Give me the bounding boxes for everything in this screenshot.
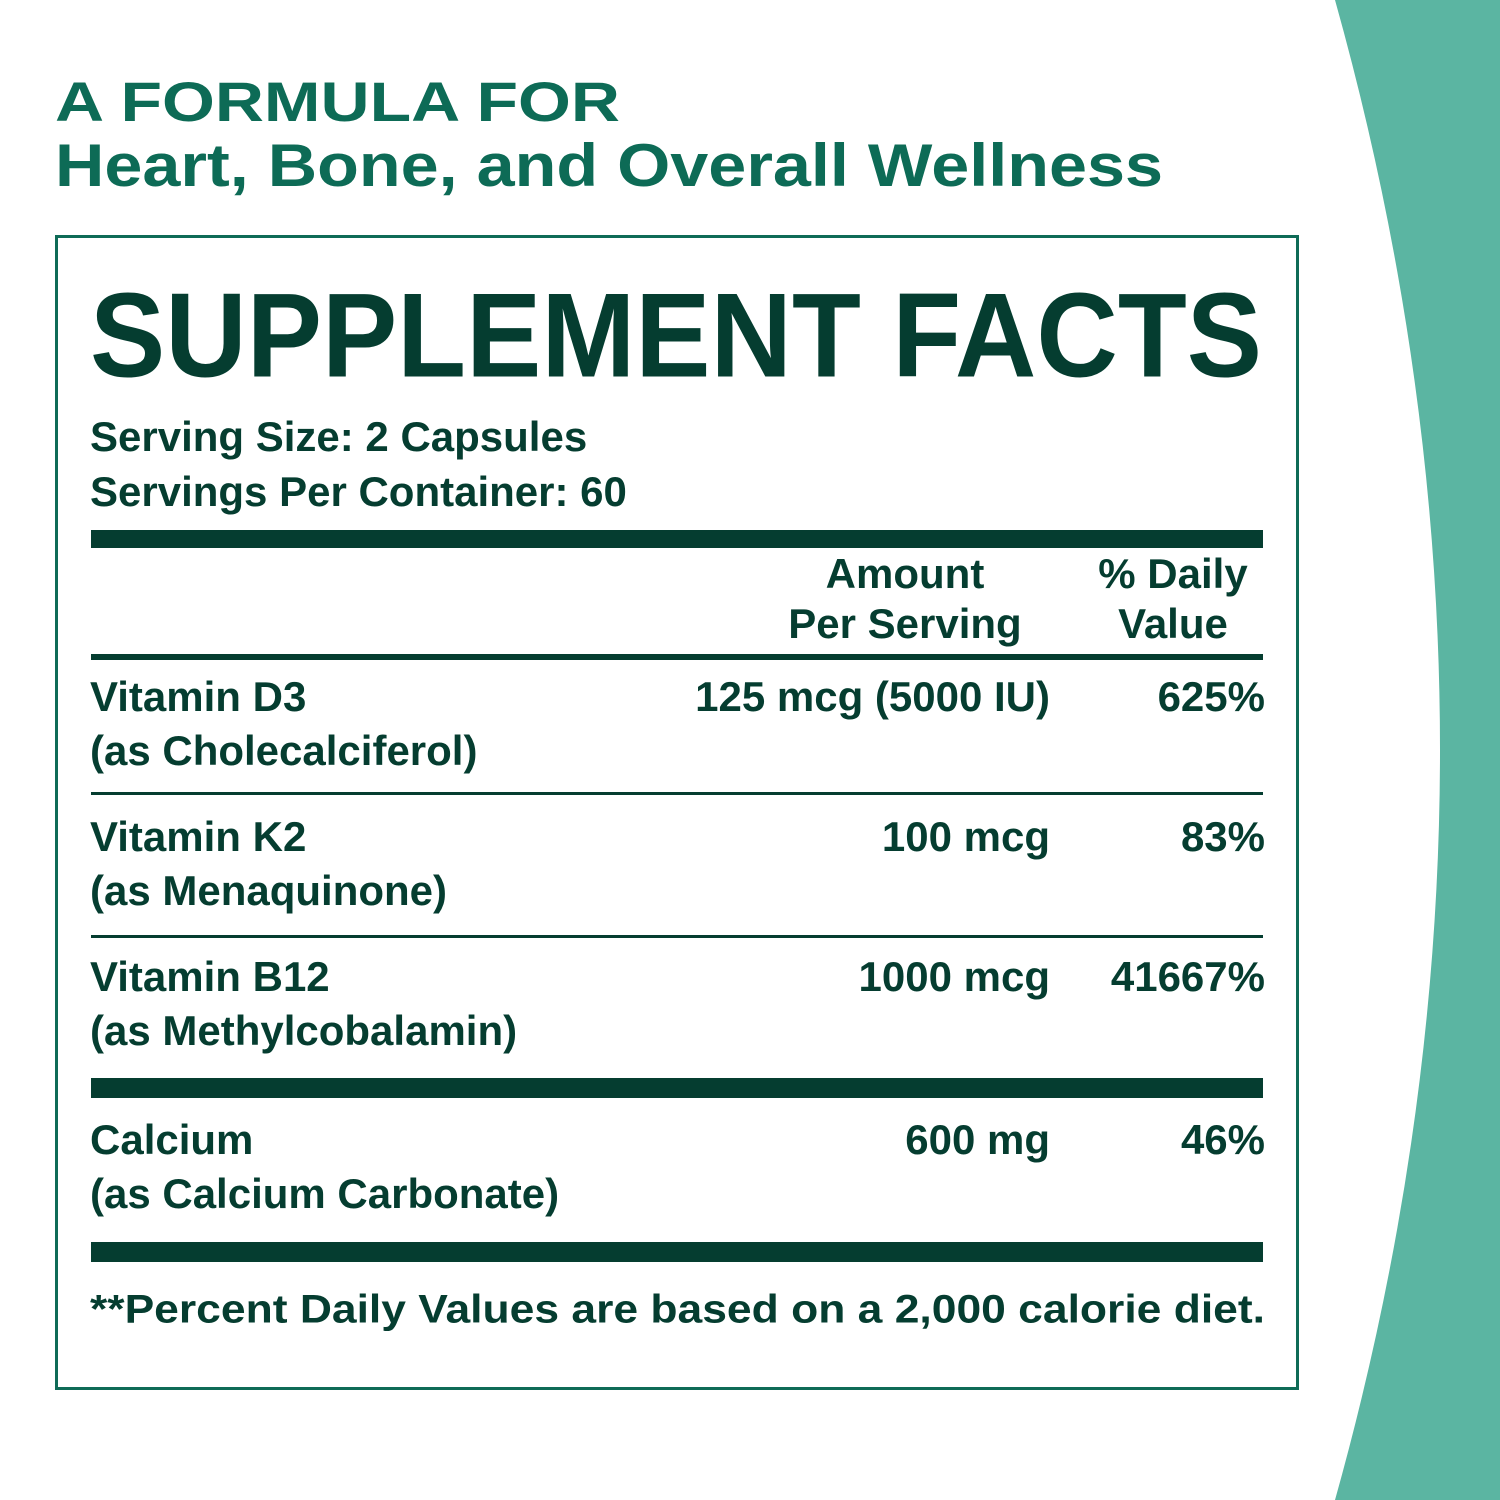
divider-thin [91, 792, 1263, 795]
nutrient-name: Vitamin K2 [90, 813, 306, 860]
nutrient-source: (as Methylcobalamin) [90, 1007, 517, 1054]
divider-thin [91, 935, 1263, 938]
nutrient-source: (as Calcium Carbonate) [90, 1170, 559, 1217]
divider-thick [91, 530, 1263, 548]
nutrient-amount: 1000 mcg [859, 953, 1050, 1000]
nutrient-dv: 625% [1158, 673, 1265, 720]
divider-thick [91, 1078, 1263, 1098]
amount-header: Amount [826, 550, 985, 597]
header-line: A FORMULA FOR [55, 70, 620, 133]
nutrient-amount: 100 mcg [882, 813, 1050, 860]
dv-header: Value [1118, 600, 1228, 647]
nutrient-dv: 46% [1181, 1116, 1265, 1163]
nutrient-dv: 83% [1181, 813, 1265, 860]
teal-curve [1335, 0, 1500, 1500]
facts-box [55, 235, 1299, 1390]
facts-title: SUPPLEMENT FACTS [90, 269, 1262, 403]
divider [91, 654, 1263, 660]
nutrient-dv: 41667% [1111, 953, 1265, 1000]
nutrient-source: (as Cholecalciferol) [90, 727, 477, 774]
serving-size: Serving Size: 2 Capsules [90, 413, 587, 460]
nutrient-name: Calcium [90, 1116, 253, 1163]
footnote: **Percent Daily Values are based on a 2,… [90, 1288, 1265, 1332]
dv-header: % Daily [1098, 550, 1248, 597]
servings-per-container: Servings Per Container: 60 [90, 468, 627, 515]
nutrient-source: (as Menaquinone) [90, 867, 447, 914]
nutrient-amount: 600 mg [905, 1116, 1050, 1163]
header-subline: Heart, Bone, and Overall Wellness [55, 132, 1163, 199]
divider-thick [91, 1242, 1263, 1262]
nutrient-name: Vitamin D3 [90, 673, 306, 720]
nutrient-amount: 125 mcg (5000 IU) [695, 673, 1050, 720]
nutrient-name: Vitamin B12 [90, 953, 330, 1000]
amount-header: Per Serving [788, 600, 1021, 647]
